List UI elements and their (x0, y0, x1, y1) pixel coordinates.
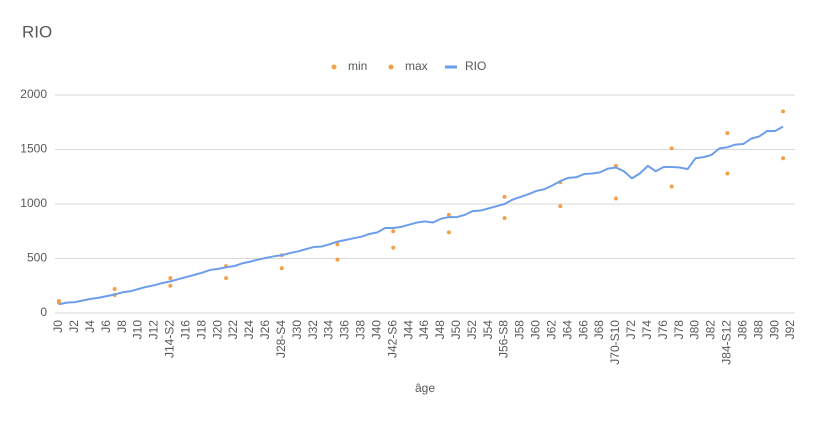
x-tick-label: J36 (338, 320, 352, 340)
x-tick-label: J40 (369, 320, 383, 340)
scatter-point (781, 156, 786, 161)
scatter-point (279, 266, 284, 271)
x-axis-label: âge (415, 381, 435, 395)
scatter-point (112, 287, 117, 292)
scatter-point (613, 196, 618, 201)
x-tick-label: J48 (433, 320, 447, 340)
x-tick-label: J72 (624, 320, 638, 340)
x-tick-label: J76 (656, 320, 670, 340)
x-tick-label: J88 (751, 320, 765, 340)
x-tick-label: J64 (560, 320, 574, 340)
scatter-point (725, 131, 730, 136)
x-tick-label: J28-S4 (274, 320, 288, 358)
x-tick-label: J60 (529, 320, 543, 340)
scatter-point (335, 242, 340, 247)
x-tick-label: J52 (465, 320, 479, 340)
y-tick-label: 2000 (20, 87, 47, 101)
line-series (58, 125, 784, 306)
scatter-point (502, 216, 507, 221)
scatter-point (669, 184, 674, 189)
legend-swatch (388, 64, 394, 70)
x-tick-label: J0 (51, 320, 65, 333)
scatter-point (224, 276, 229, 281)
x-tick-label: J44 (401, 320, 415, 340)
legend-label: max (405, 59, 428, 73)
x-tick-label: J70-S10 (608, 320, 622, 365)
scatter-point (502, 194, 507, 199)
x-tick-label: J82 (704, 320, 718, 340)
x-tick-label: J14-S2 (163, 320, 177, 358)
x-tick-label: J34 (322, 320, 336, 340)
x-tick-label: J58 (513, 320, 527, 340)
x-tick-label: J8 (115, 320, 129, 333)
x-tick-label: J92 (783, 320, 797, 340)
x-tick-label: J16 (178, 320, 192, 340)
scatter-point (168, 283, 173, 288)
scatter-point (56, 299, 61, 304)
scatter-point (391, 229, 396, 234)
scatter-point (446, 230, 451, 235)
x-tick-label: J4 (83, 320, 97, 333)
x-tick-label: J78 (672, 320, 686, 340)
x-tick-label: J22 (226, 320, 240, 340)
x-tick-label: J84-S12 (720, 320, 734, 365)
scatter-point (725, 171, 730, 176)
x-tick-label: J30 (290, 320, 304, 340)
scatter-point (168, 276, 173, 281)
x-tick-label: J80 (688, 320, 702, 340)
y-tick-label: 0 (40, 305, 47, 319)
x-tick-label: J2 (67, 320, 81, 333)
legend-label: min (348, 59, 367, 73)
x-tick-label: J54 (481, 320, 495, 340)
x-tick-label: J68 (592, 320, 606, 340)
x-tick-label: J6 (99, 320, 113, 333)
x-tick-label: J20 (210, 320, 224, 340)
scatter-point (391, 245, 396, 250)
x-tick-label: J90 (767, 320, 781, 340)
x-tick-label: J26 (258, 320, 272, 340)
x-tick-label: J18 (194, 320, 208, 340)
scatter-point (781, 109, 786, 114)
x-tick-label: J10 (131, 320, 145, 340)
y-tick-label: 1000 (20, 196, 47, 210)
scatter-point (558, 204, 563, 209)
x-tick-label: J12 (147, 320, 161, 340)
scatter-point (446, 212, 451, 217)
x-tick-label: J56-S8 (497, 320, 511, 358)
x-tick-label: J50 (449, 320, 463, 340)
legend-label: RIO (465, 59, 486, 73)
x-tick-label: J66 (576, 320, 590, 340)
x-tick-label: J74 (640, 320, 654, 340)
scatter-point (669, 146, 674, 151)
x-tick-label: J38 (354, 320, 368, 340)
x-tick-label: J32 (306, 320, 320, 340)
y-tick-label: 1500 (20, 142, 47, 156)
y-tick-label: 500 (27, 251, 47, 265)
chart-title: RIO (22, 22, 52, 41)
x-tick-label: J62 (544, 320, 558, 340)
scatter-point (335, 257, 340, 262)
x-tick-label: J86 (735, 320, 749, 340)
x-tick-label: J42-S6 (385, 320, 399, 358)
x-tick-label: J24 (242, 320, 256, 340)
legend-swatch (331, 64, 337, 70)
x-tick-label: J46 (417, 320, 431, 340)
